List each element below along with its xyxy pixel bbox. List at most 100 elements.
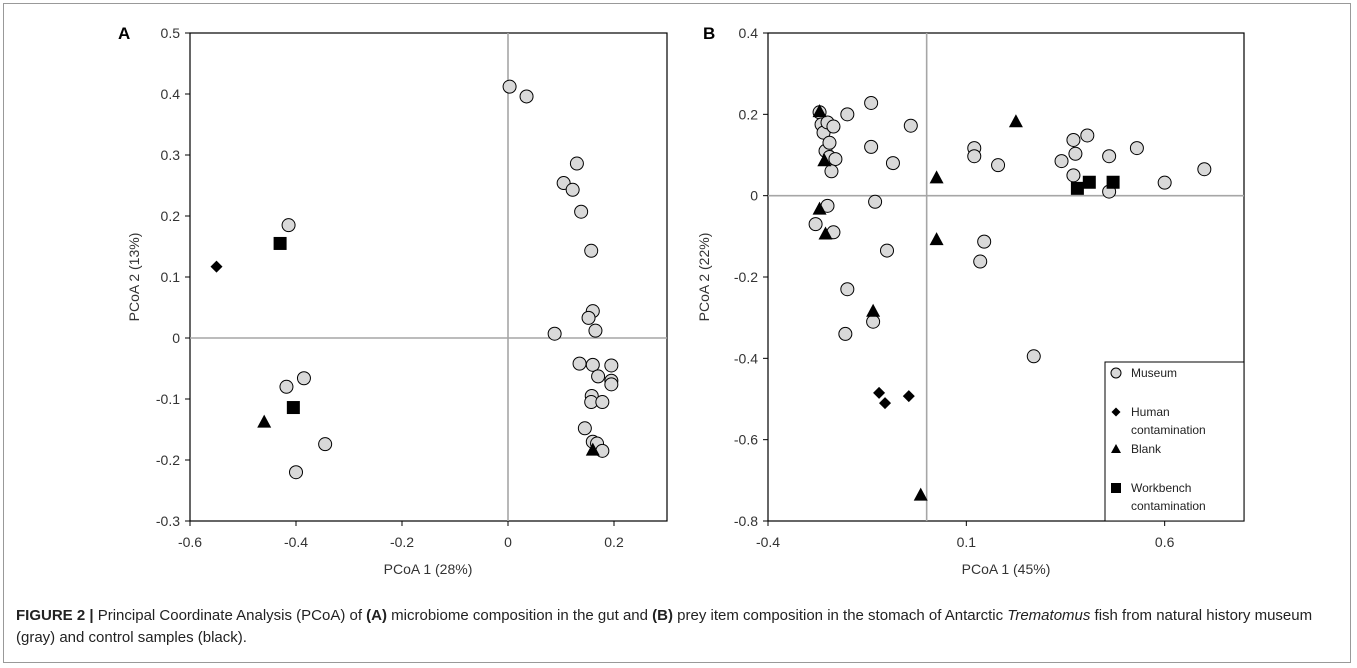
- panel-b-legend: Museum Human contamination Blank Workbench co…: [1104, 361, 1245, 522]
- circle-point: [318, 437, 333, 452]
- triangle-point: [1008, 114, 1023, 128]
- caption-text-1: Principal Coordinate Analysis (PCoA) of: [93, 607, 367, 624]
- circle-point: [866, 314, 881, 329]
- caption-text-2: microbiome composition in the gut and: [387, 607, 653, 624]
- triangle-point: [929, 232, 944, 246]
- legend-label: Human: [1131, 405, 1170, 419]
- circle-point: [903, 118, 918, 133]
- panel-a-zero-lines: [190, 33, 667, 521]
- y-tick-label: -0.4: [734, 350, 758, 366]
- circle-point: [864, 95, 879, 110]
- circle-point: [588, 323, 603, 338]
- x-tick-label: 0: [504, 534, 512, 550]
- y-tick-label: -0.6: [734, 432, 758, 448]
- y-tick-label: 0.2: [739, 106, 759, 122]
- circle-point: [808, 217, 823, 232]
- square-point: [286, 401, 300, 415]
- square-point: [1082, 175, 1096, 189]
- triangle-point: [812, 201, 827, 215]
- y-tick-label: -0.1: [156, 391, 180, 407]
- circle-point: [824, 164, 839, 179]
- x-tick-label: -0.6: [178, 534, 202, 550]
- circle-point: [1102, 149, 1117, 164]
- panel-a-chart: A -0.3-0.2-0.100.10.20.30.40.5-0.6 -0.4 -0…: [118, 24, 668, 577]
- circle-point: [1066, 132, 1081, 147]
- panel-b-letter: B: [703, 24, 715, 43]
- x-tick-label: 0.2: [604, 534, 624, 550]
- circle-point: [1197, 162, 1212, 177]
- circle-point: [973, 254, 988, 269]
- y-tick-label: -0.3: [156, 513, 180, 529]
- circle-point: [279, 379, 294, 394]
- triangle-point: [817, 153, 832, 167]
- panel-a-ticks: -0.3 -0.2 -0.1 0 0.1 0.2 0.3 0.4 0.5 -0.6 -0.4 -0.2…: [156, 25, 624, 550]
- square-point: [1070, 181, 1084, 195]
- circle-point: [991, 158, 1006, 173]
- y-tick-label: 0.5: [161, 25, 181, 41]
- circle-point: [565, 182, 580, 197]
- caption-tag-a: (A): [366, 607, 387, 624]
- y-tick-label: 0.4: [739, 25, 759, 41]
- y-tick-label: 0: [172, 330, 180, 346]
- y-tick-label: 0.3: [161, 147, 181, 163]
- panel-b-y-axis-label: PCoA 2 (22%): [696, 233, 712, 322]
- legend-label: contamination: [1131, 423, 1206, 437]
- circle-point: [572, 356, 587, 371]
- legend-entries: Museum Human contamination Blank Workbench co…: [1110, 366, 1206, 513]
- circle-point: [584, 243, 599, 258]
- y-tick-label: -0.8: [734, 513, 758, 529]
- panel-a-points: [210, 79, 619, 480]
- triangle-point: [257, 414, 272, 428]
- figure-charts: A -0.3-0.2-0.100.10.20.30.40.5-0.6 -0.4 -0…: [118, 24, 1245, 577]
- circle-point: [604, 377, 619, 392]
- circle-point: [581, 310, 596, 325]
- circle-point: [547, 326, 562, 341]
- circle-point: [1068, 146, 1083, 161]
- legend-diamond-marker: [1111, 407, 1121, 417]
- x-tick-label: -0.2: [390, 534, 414, 550]
- circle-point: [840, 107, 855, 122]
- caption-tag-b: (B): [652, 607, 673, 624]
- diamond-point: [879, 397, 892, 410]
- circle-point: [967, 149, 982, 164]
- x-tick-label: 0.1: [957, 534, 977, 550]
- circle-point: [1066, 168, 1081, 183]
- panel-b-zero-lines: [768, 33, 1244, 521]
- figure-frame: [3, 3, 1351, 663]
- circle-point: [289, 465, 303, 480]
- y-tick-label: -0.2: [734, 269, 758, 285]
- diamond-point: [873, 386, 886, 399]
- circle-point: [826, 119, 841, 134]
- circle-point: [828, 152, 843, 167]
- circle-point: [864, 139, 879, 154]
- circle-point: [569, 156, 584, 171]
- panel-b-ticks: -0.8 -0.6 -0.4 -0.2 0 0.2 0.4 -0.4 0.1 0.6: [734, 25, 1175, 550]
- circle-point: [574, 204, 589, 219]
- circle-point: [502, 79, 517, 94]
- legend-circle-marker: [1110, 367, 1122, 379]
- circle-point: [281, 218, 296, 233]
- x-tick-label: -0.4: [756, 534, 780, 550]
- figure-caption: FIGURE 2 | Principal Coordinate Analysis…: [16, 605, 1341, 649]
- y-tick-label: 0.1: [161, 269, 181, 285]
- panel-a-letter: A: [118, 24, 130, 43]
- circle-point: [880, 243, 894, 258]
- caption-genus: Trematomus: [1007, 607, 1091, 624]
- y-tick-label: 0: [750, 188, 758, 204]
- caption-figure-label: FIGURE 2 |: [16, 607, 94, 624]
- x-tick-label: 0.6: [1155, 534, 1175, 550]
- legend-label: contamination: [1131, 499, 1206, 513]
- circle-point: [519, 89, 534, 104]
- caption-text-4: fish from natural history museum (gray) …: [16, 607, 1313, 646]
- triangle-point: [929, 170, 944, 184]
- legend-square-marker: [1111, 483, 1121, 493]
- circle-point: [868, 194, 883, 209]
- legend-triangle-marker: [1111, 444, 1121, 453]
- panel-b-points: [808, 95, 1212, 501]
- legend-label: Workbench: [1131, 481, 1191, 495]
- y-tick-label: 0.4: [161, 86, 181, 102]
- square-point: [1106, 175, 1120, 189]
- y-tick-label: -0.2: [156, 452, 180, 468]
- circle-point: [604, 358, 619, 373]
- circle-point: [885, 156, 900, 171]
